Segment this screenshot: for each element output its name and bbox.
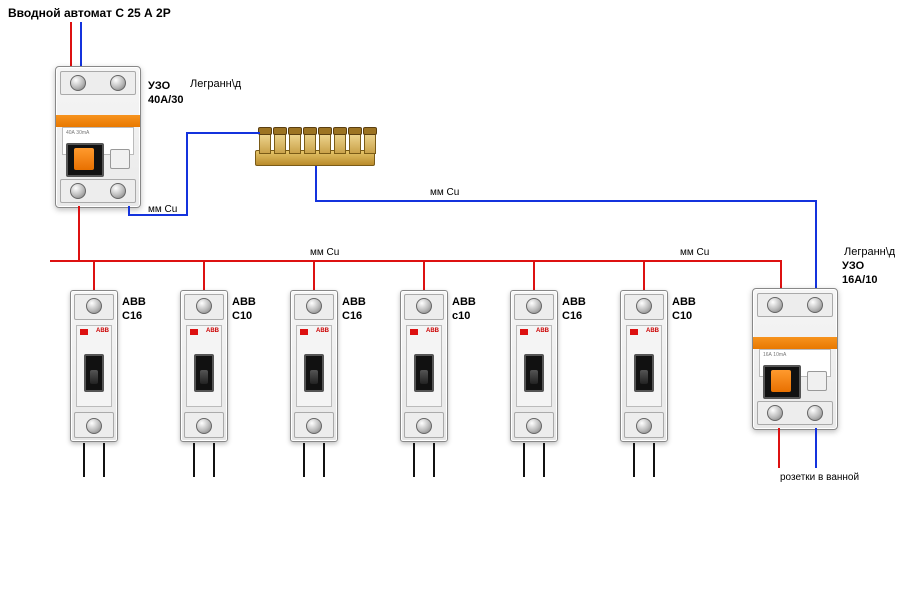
- mcb-label-4: ABB C16: [562, 296, 586, 324]
- bathroom-rcd: 16A 10mA: [752, 288, 838, 430]
- n-bus-drop: [315, 166, 317, 202]
- mcb-2: ABB: [290, 290, 338, 442]
- phase-tap-4: [533, 260, 535, 294]
- mcb-label-3: ABB с10: [452, 296, 476, 324]
- mcb-tail-l-0: [83, 443, 85, 477]
- rcd2-out-phase: [778, 428, 780, 468]
- wire-label-p1: мм Cu: [310, 247, 339, 260]
- rcd2-brand: Легранн\д: [844, 246, 895, 260]
- mcb-3: ABB: [400, 290, 448, 442]
- mcb-tail-l-4: [523, 443, 525, 477]
- mcb-tail-l-3: [413, 443, 415, 477]
- mcb-0: ABB: [70, 290, 118, 442]
- phase-tap-1: [203, 260, 205, 294]
- n-right2: [186, 132, 260, 134]
- main-rcd-spec: УЗО 40А/30: [148, 80, 183, 108]
- n-bus-long: [315, 200, 815, 202]
- mcb-toggle-4[interactable]: [524, 354, 544, 392]
- rcd2-out-neutral: [815, 428, 817, 468]
- n-bus-to-rcd2: [815, 200, 817, 290]
- n-drop: [128, 206, 130, 214]
- p-bus: [50, 260, 782, 262]
- rcd-toggle[interactable]: [66, 143, 104, 177]
- rcd2-test-button[interactable]: [807, 371, 827, 391]
- mcb-tail-l-5: [633, 443, 635, 477]
- mcb-label-0: ABB C16: [122, 296, 146, 324]
- phase-tap-3: [423, 260, 425, 294]
- mcb-toggle-3[interactable]: [414, 354, 434, 392]
- main-rcd-brand: Легранн\д: [190, 78, 241, 92]
- mcb-tail-l-1: [193, 443, 195, 477]
- rcd2-out-label: розетки в ванной: [780, 472, 859, 485]
- mcb-label-5: ABB C10: [672, 296, 696, 324]
- phase-tap-2: [313, 260, 315, 294]
- mcb-tail-r-3: [433, 443, 435, 477]
- wire-label-n1: мм Cu: [148, 204, 177, 217]
- neutral-busbar: [255, 128, 375, 166]
- wire-in-phase: [70, 22, 72, 66]
- main-rcd: 40A 30mA: [55, 66, 141, 208]
- mcb-tail-r-4: [543, 443, 545, 477]
- wire-label-n2: мм Cu: [430, 187, 459, 200]
- mcb-label-1: ABB C10: [232, 296, 256, 324]
- mcb-tail-r-1: [213, 443, 215, 477]
- wire-in-neutral: [80, 22, 82, 66]
- mcb-toggle-1[interactable]: [194, 354, 214, 392]
- mcb-tail-l-2: [303, 443, 305, 477]
- mcb-5: ABB: [620, 290, 668, 442]
- rcd2-spec: УЗО 16А/10: [842, 260, 877, 288]
- mcb-tail-r-2: [323, 443, 325, 477]
- phase-tap-0: [93, 260, 95, 294]
- mcb-toggle-5[interactable]: [634, 354, 654, 392]
- n-up1: [186, 132, 188, 216]
- phase-tap-5: [643, 260, 645, 294]
- mcb-tail-r-5: [653, 443, 655, 477]
- rcd2-toggle[interactable]: [763, 365, 801, 399]
- mcb-tail-r-0: [103, 443, 105, 477]
- p-to-rcd2: [780, 260, 782, 290]
- p-drop: [78, 206, 80, 262]
- mcb-toggle-2[interactable]: [304, 354, 324, 392]
- mcb-toggle-0[interactable]: [84, 354, 104, 392]
- mcb-1: ABB: [180, 290, 228, 442]
- rcd-test-button[interactable]: [110, 149, 130, 169]
- mcb-4: ABB: [510, 290, 558, 442]
- wire-label-p2: мм Cu: [680, 247, 709, 260]
- title-label: Вводной автомат С 25 А 2Р: [8, 6, 171, 21]
- mcb-label-2: ABB C16: [342, 296, 366, 324]
